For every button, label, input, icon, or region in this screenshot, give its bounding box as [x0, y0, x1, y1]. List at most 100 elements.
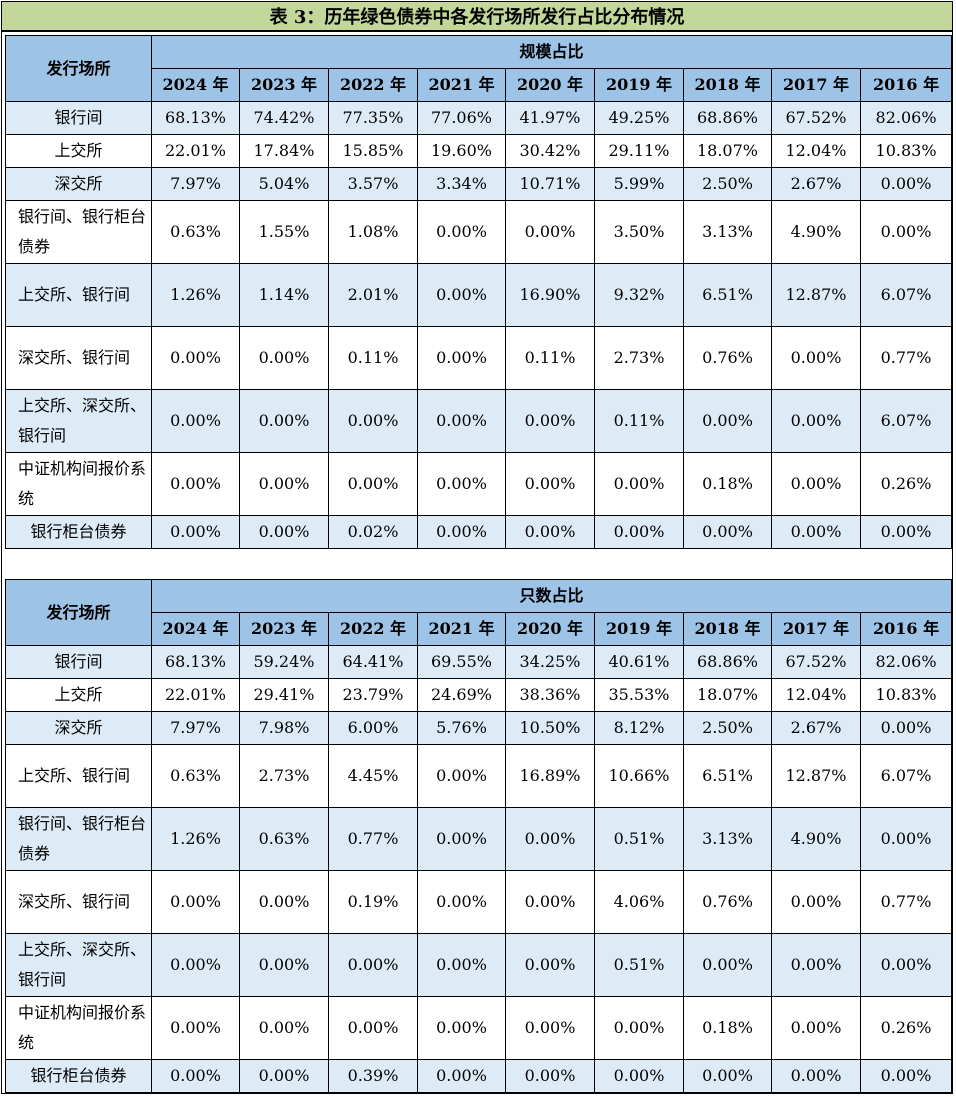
count-share-table: 发行场所 只数占比 2024 年 2023 年 2022 年 2021 年 2020 年…	[5, 579, 953, 1093]
share-value-cell: 41.97%	[505, 101, 595, 135]
share-value-cell: 29.41%	[239, 678, 329, 712]
venue-label: 银行间	[5, 101, 152, 135]
share-value-cell: 29.11%	[594, 134, 684, 168]
share-value-cell: 24.69%	[417, 678, 506, 712]
share-value-cell: 0.00%	[151, 1059, 240, 1093]
share-value-cell: 0.00%	[859, 711, 953, 745]
share-value-cell: 0.76%	[683, 326, 772, 390]
share-value-cell: 0.00%	[683, 389, 772, 453]
share-value-cell: 0.00%	[505, 1059, 595, 1093]
venue-label: 银行间	[5, 645, 152, 679]
share-value-cell: 0.00%	[417, 933, 506, 997]
share-value-cell: 0.00%	[417, 452, 506, 516]
share-value-cell: 0.00%	[239, 870, 329, 934]
share-value-cell: 0.00%	[328, 452, 418, 516]
year-header: 2017 年	[771, 68, 861, 102]
share-value-cell: 12.87%	[771, 744, 861, 808]
scale-share-header: 规模占比	[150, 35, 953, 69]
share-value-cell: 0.00%	[505, 515, 595, 549]
share-value-cell: 19.60%	[417, 134, 506, 168]
share-value-cell: 2.50%	[683, 711, 772, 745]
year-header: 2024 年	[151, 68, 240, 102]
share-value-cell: 10.83%	[859, 134, 953, 168]
share-value-cell: 3.57%	[328, 167, 418, 201]
share-value-cell: 0.00%	[417, 326, 506, 390]
share-value-cell: 0.00%	[417, 870, 506, 934]
share-value-cell: 10.83%	[859, 678, 953, 712]
year-header: 2022 年	[328, 612, 418, 646]
share-value-cell: 0.00%	[771, 515, 861, 549]
share-value-cell: 0.00%	[151, 933, 240, 997]
share-value-cell: 0.18%	[683, 996, 772, 1060]
share-value-cell: 0.00%	[417, 200, 506, 264]
table-title: 表 3：历年绿色债券中各发行场所发行占比分布情况	[2, 2, 952, 32]
year-header: 2019 年	[594, 612, 684, 646]
share-value-cell: 68.86%	[683, 645, 772, 679]
share-value-cell: 1.26%	[151, 807, 240, 871]
share-value-cell: 35.53%	[594, 678, 684, 712]
table-row: 银行柜台债券 0.00% 0.00% 0.02% 0.00% 0.00% 0.00% 0.00…	[5, 515, 953, 549]
share-value-cell: 12.87%	[771, 263, 861, 327]
share-value-cell: 40.61%	[594, 645, 684, 679]
year-header: 2016 年	[859, 68, 953, 102]
share-value-cell: 5.04%	[239, 167, 329, 201]
year-header: 2024 年	[151, 612, 240, 646]
share-value-cell: 2.67%	[771, 167, 861, 201]
year-header: 2016 年	[859, 612, 953, 646]
table-row: 中证机构间报价系统 0.00% 0.00% 0.00% 0.00% 0.00% 0.00% 0…	[5, 996, 953, 1060]
scale-share-table: 发行场所 规模占比 2024 年 2023 年 2022 年 2021 年 2020 年…	[5, 35, 953, 549]
share-value-cell: 0.77%	[328, 807, 418, 871]
table-row: 银行间 68.13% 59.24% 64.41% 69.55% 34.25% 40.61% 6…	[5, 645, 953, 679]
share-value-cell: 0.00%	[505, 200, 595, 264]
share-value-cell: 0.00%	[771, 996, 861, 1060]
venue-label: 银行柜台债券	[5, 1059, 152, 1093]
share-value-cell: 0.00%	[417, 996, 506, 1060]
year-header: 2017 年	[771, 612, 861, 646]
share-value-cell: 1.08%	[328, 200, 418, 264]
share-value-cell: 10.50%	[505, 711, 595, 745]
share-value-cell: 68.13%	[151, 645, 240, 679]
table-row: 银行间、银行柜台债券 0.63% 1.55% 1.08% 0.00% 0.00% 3.50%…	[5, 200, 953, 264]
share-value-cell: 0.51%	[594, 807, 684, 871]
share-value-cell: 0.11%	[594, 389, 684, 453]
share-value-cell: 68.13%	[151, 101, 240, 135]
share-value-cell: 0.00%	[859, 167, 953, 201]
venue-label: 深交所	[5, 711, 152, 745]
share-value-cell: 0.26%	[859, 452, 953, 516]
share-value-cell: 82.06%	[859, 101, 953, 135]
year-header-row: 2024 年 2023 年 2022 年 2021 年 2020 年 2019 年 2018…	[6, 68, 953, 102]
year-header: 2018 年	[683, 612, 772, 646]
share-value-cell: 1.55%	[239, 200, 329, 264]
share-value-cell: 0.00%	[151, 452, 240, 516]
share-value-cell: 0.18%	[683, 452, 772, 516]
share-value-cell: 5.99%	[594, 167, 684, 201]
share-value-cell: 0.00%	[859, 1059, 953, 1093]
share-value-cell: 0.00%	[594, 996, 684, 1060]
share-value-cell: 0.00%	[328, 389, 418, 453]
share-value-cell: 12.04%	[771, 134, 861, 168]
year-header: 2019 年	[594, 68, 684, 102]
share-value-cell: 9.32%	[594, 263, 684, 327]
share-value-cell: 0.00%	[417, 807, 506, 871]
venue-label: 上交所、银行间	[5, 263, 152, 327]
share-value-cell: 1.14%	[239, 263, 329, 327]
share-value-cell: 0.00%	[239, 389, 329, 453]
table-row: 上交所、深交所、银行间 0.00% 0.00% 0.00% 0.00% 0.00% 0.51…	[5, 933, 953, 997]
share-value-cell: 15.85%	[328, 134, 418, 168]
share-value-cell: 0.00%	[771, 933, 861, 997]
venue-label: 中证机构间报价系统	[5, 452, 152, 516]
table-row: 银行间、银行柜台债券 1.26% 0.63% 0.77% 0.00% 0.00% 0.51%…	[5, 807, 953, 871]
share-value-cell: 0.00%	[771, 326, 861, 390]
share-value-cell: 0.00%	[594, 452, 684, 516]
share-value-cell: 1.26%	[151, 263, 240, 327]
table-row: 深交所、银行间 0.00% 0.00% 0.11% 0.00% 0.11% 2.73% 0.7…	[5, 326, 953, 390]
year-header: 2020 年	[505, 68, 595, 102]
share-value-cell: 0.00%	[239, 1059, 329, 1093]
table-row: 上交所、银行间 1.26% 1.14% 2.01% 0.00% 16.90% 9.32% 6.…	[5, 263, 953, 327]
share-value-cell: 0.19%	[328, 870, 418, 934]
year-header: 2018 年	[683, 68, 772, 102]
share-value-cell: 6.51%	[683, 263, 772, 327]
share-value-cell: 0.00%	[151, 515, 240, 549]
venue-label: 中证机构间报价系统	[5, 996, 152, 1060]
venue-label: 深交所、银行间	[5, 870, 152, 934]
